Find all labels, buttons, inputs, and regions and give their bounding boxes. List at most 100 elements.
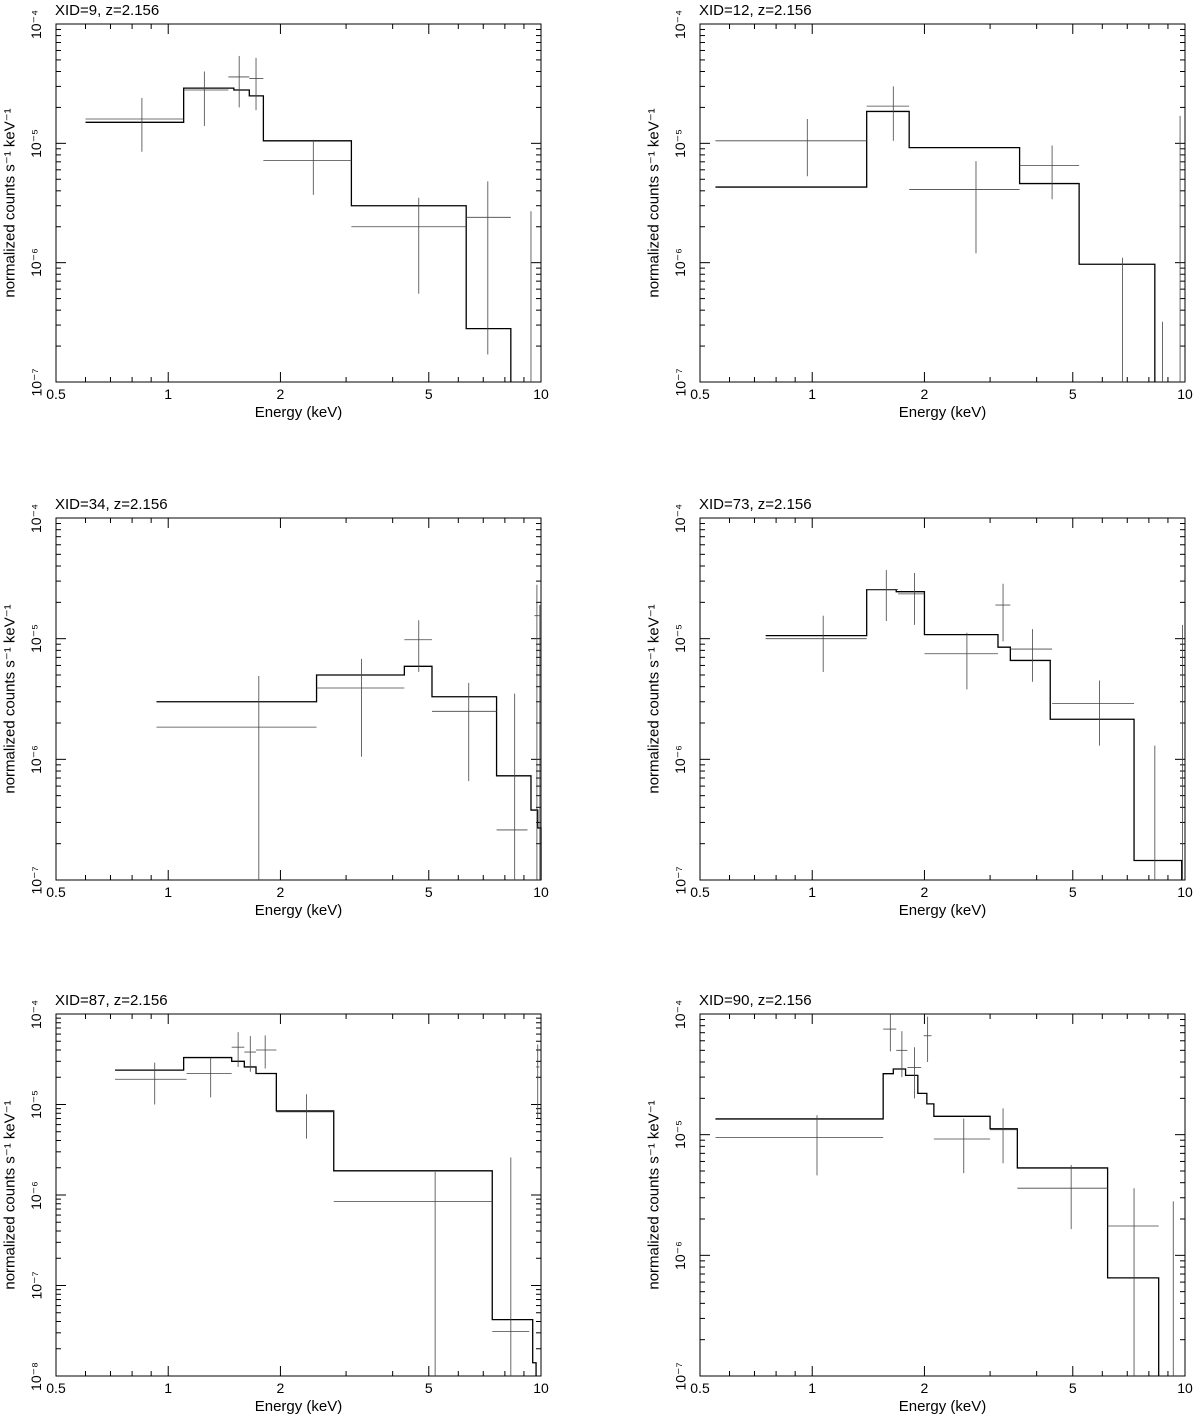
y-tick-label: 10⁻⁶ [27, 1180, 44, 1210]
x-axis-label: Energy (keV) [898, 1398, 987, 1415]
data-point [431, 682, 497, 782]
data-point [492, 1157, 530, 1376]
chart-panel-3 [55, 517, 542, 881]
x-tick-label: 5 [1068, 884, 1077, 900]
y-tick-label: 10⁻⁴ [671, 503, 688, 533]
x-tick-label: 10 [1177, 1380, 1193, 1396]
model-step-curve [115, 1056, 537, 1376]
y-tick-label: 10⁻⁴ [27, 9, 44, 39]
x-tick-label: 1 [164, 1380, 173, 1396]
y-tick-label: 10⁻⁷ [28, 1271, 45, 1300]
y-axis-label: normalized counts s⁻¹ keV⁻¹ [1, 1100, 19, 1290]
y-axis-label: normalized counts s⁻¹ keV⁻¹ [645, 604, 663, 794]
y-tick-label: 10⁻⁶ [27, 248, 44, 278]
data-point [536, 1044, 540, 1119]
x-tick-label: 1 [164, 884, 173, 900]
data-point [923, 1016, 932, 1063]
data-point [907, 1047, 922, 1099]
data-point [466, 181, 511, 355]
data-point [1107, 1188, 1159, 1376]
x-tick-label: 1 [808, 1380, 817, 1396]
data-point [534, 584, 540, 880]
data-point [1017, 1165, 1108, 1230]
data-point [156, 676, 317, 880]
data-point [866, 570, 899, 622]
plot-frame [55, 23, 542, 383]
data-point [249, 57, 264, 111]
chart-panel-2 [699, 23, 1186, 383]
x-tick-label: 5 [424, 1380, 433, 1396]
x-tick-label: 2 [920, 884, 929, 900]
x-axis-label: Energy (keV) [254, 902, 343, 919]
panel-title: XID=12, z=2.156 [699, 2, 812, 19]
data-point [883, 1014, 897, 1052]
model-step-curve [85, 87, 512, 382]
y-axis-label: normalized counts s⁻¹ keV⁻¹ [1, 604, 19, 794]
data-point [351, 197, 467, 294]
data-point [1010, 629, 1053, 682]
plot-frame [699, 517, 1186, 881]
x-tick-label: 5 [424, 884, 433, 900]
data-point [404, 620, 432, 672]
y-tick-label: 10⁻⁴ [27, 999, 44, 1029]
data-point [715, 118, 867, 177]
y-tick-label: 10⁻⁴ [671, 9, 688, 39]
x-tick-label: 0.5 [46, 884, 66, 900]
y-axis-label: normalized counts s⁻¹ keV⁻¹ [1, 108, 19, 298]
y-tick-label: 10⁻⁸ [27, 1361, 44, 1391]
data-point [186, 1057, 232, 1098]
x-tick-label: 2 [276, 1380, 285, 1396]
x-axis-label: Energy (keV) [898, 404, 987, 421]
x-axis-label: Energy (keV) [898, 902, 987, 919]
x-tick-label: 0.5 [46, 386, 66, 402]
data-point [1052, 680, 1135, 746]
panel-title: XID=90, z=2.156 [699, 992, 812, 1009]
x-tick-label: 2 [276, 386, 285, 402]
y-tick-label: 10⁻⁴ [671, 999, 688, 1029]
x-tick-label: 1 [808, 386, 817, 402]
x-axis-label: Energy (keV) [254, 1398, 343, 1415]
x-tick-label: 2 [920, 386, 929, 402]
data-point [256, 1035, 277, 1069]
x-tick-label: 0.5 [690, 1380, 710, 1396]
x-tick-label: 1 [808, 884, 817, 900]
y-tick-label: 10⁻⁵ [27, 624, 44, 654]
data-point [276, 1094, 334, 1139]
data-point [898, 573, 925, 625]
plot-frame [699, 23, 1186, 383]
data-point [990, 1108, 1018, 1164]
x-tick-label: 0.5 [690, 386, 710, 402]
y-tick-label: 10⁻⁷ [672, 865, 689, 895]
data-point [909, 161, 1020, 254]
y-tick-label: 10⁻⁵ [27, 128, 44, 158]
y-tick-label: 10⁻⁶ [671, 248, 688, 278]
y-axis-label: normalized counts s⁻¹ keV⁻¹ [645, 1100, 663, 1290]
data-point [866, 86, 910, 141]
x-tick-label: 5 [1068, 1380, 1077, 1396]
y-tick-label: 10⁻⁷ [28, 367, 45, 397]
plot-frame [55, 517, 542, 881]
data-point [244, 1036, 257, 1072]
plot-frame [55, 1013, 542, 1377]
model-step-curve [715, 1068, 1160, 1376]
x-tick-label: 2 [276, 884, 285, 900]
y-tick-label: 10⁻⁵ [27, 1090, 44, 1119]
data-point [1019, 145, 1080, 200]
x-tick-label: 0.5 [46, 1380, 66, 1396]
data-point [896, 1031, 908, 1078]
x-tick-label: 10 [533, 386, 549, 402]
chart-panel-1 [55, 23, 542, 383]
y-tick-label: 10⁻⁷ [672, 367, 689, 397]
data-point [316, 658, 405, 757]
chart-panel-6 [699, 1013, 1186, 1377]
data-point [85, 97, 184, 152]
x-tick-label: 10 [1177, 386, 1193, 402]
data-point [231, 1032, 245, 1067]
x-tick-label: 5 [424, 386, 433, 402]
model-step-curve [156, 665, 542, 880]
y-tick-label: 10⁻⁷ [28, 865, 45, 895]
data-point [115, 1062, 187, 1105]
data-point [228, 55, 250, 108]
